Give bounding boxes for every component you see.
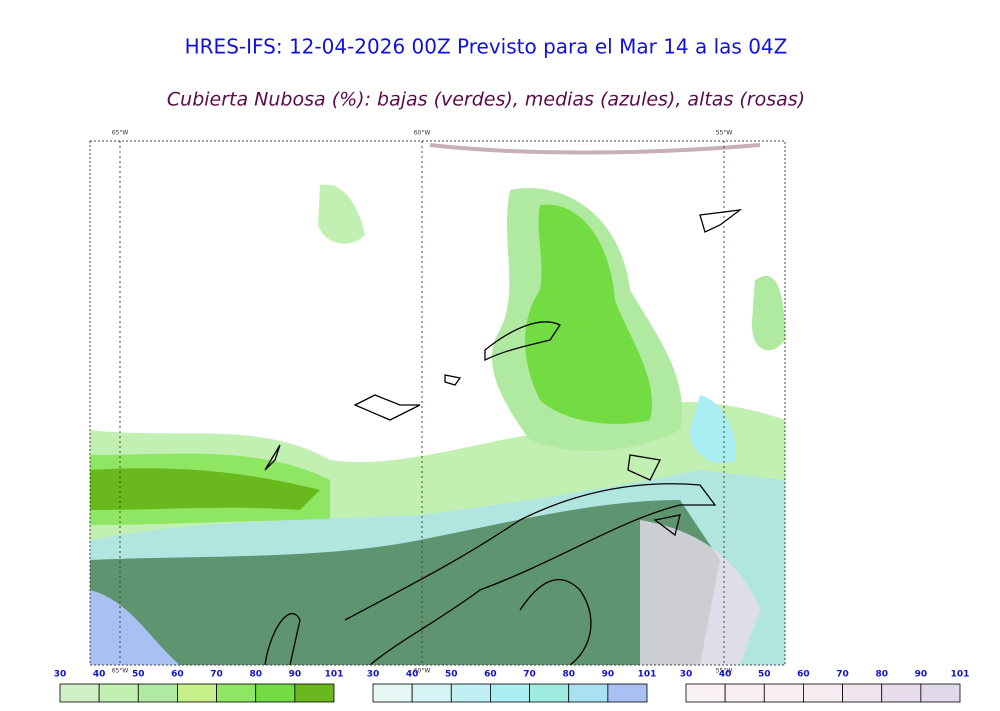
colorbar-swatch xyxy=(568,683,609,703)
colorbar-label: 90 xyxy=(915,670,928,680)
colorbar-swatch xyxy=(255,683,296,703)
colorbar-label: 70 xyxy=(210,670,223,680)
colorbar-swatch xyxy=(450,683,491,703)
colorbar-label: 30 xyxy=(54,670,67,680)
colorbar-swatch xyxy=(216,683,257,703)
colorbar-label: 60 xyxy=(484,670,497,680)
colorbar-swatch xyxy=(59,683,100,703)
map xyxy=(89,140,786,666)
colorbar-label: 40 xyxy=(93,670,106,680)
colorbar-swatch xyxy=(763,683,804,703)
colorbar-label: 80 xyxy=(249,670,262,680)
lon-label: 65°W xyxy=(112,668,129,675)
colorbar-label: 60 xyxy=(797,670,810,680)
colorbar-swatch xyxy=(685,683,726,703)
colorbar-swatch xyxy=(529,683,570,703)
colorbar-label: 60 xyxy=(171,670,184,680)
lon-label: 60°W xyxy=(414,130,431,137)
lon-label: 55°W xyxy=(716,668,733,675)
title: HRES-IFS: 12-04-2026 00Z Previsto para e… xyxy=(185,35,788,59)
colorbar-label: 70 xyxy=(836,670,849,680)
colorbar-label: 80 xyxy=(875,670,888,680)
colorbar-swatch xyxy=(98,683,139,703)
subtitle: Cubierta Nubosa (%): bajas (verdes), med… xyxy=(167,89,805,111)
lon-label: 65°W xyxy=(112,130,129,137)
lon-label: 55°W xyxy=(716,130,733,137)
colorbar-swatch xyxy=(881,683,922,703)
colorbar-swatch xyxy=(607,683,648,703)
colorbar-swatch xyxy=(294,683,335,703)
colorbar-swatch xyxy=(372,683,413,703)
lon-label: 60°W xyxy=(414,668,431,675)
colorbar-label: 40 xyxy=(406,670,419,680)
colorbar-label: 50 xyxy=(758,670,771,680)
colorbar-label: 30 xyxy=(680,670,693,680)
colorbar-swatch xyxy=(137,683,178,703)
colorbar-swatch xyxy=(842,683,883,703)
colorbar-label: 50 xyxy=(132,670,145,680)
colorbar-swatch xyxy=(411,683,452,703)
colorbar-swatch xyxy=(177,683,217,703)
colorbar-label: 50 xyxy=(445,670,458,680)
colorbar-label: 90 xyxy=(289,670,302,680)
colorbar-label: 101 xyxy=(325,670,344,680)
colorbar-label: 40 xyxy=(719,670,732,680)
colorbar-label: 70 xyxy=(523,670,536,680)
colorbar-label: 101 xyxy=(638,670,657,680)
colorbar-label: 30 xyxy=(367,670,380,680)
colorbar-swatch xyxy=(724,683,765,703)
colorbar-swatch xyxy=(803,683,843,703)
colorbar-label: 101 xyxy=(951,670,970,680)
colorbar-swatch xyxy=(920,683,961,703)
colorbar-swatch xyxy=(490,683,530,703)
colorbar-label: 90 xyxy=(602,670,615,680)
colorbar-label: 80 xyxy=(562,670,575,680)
